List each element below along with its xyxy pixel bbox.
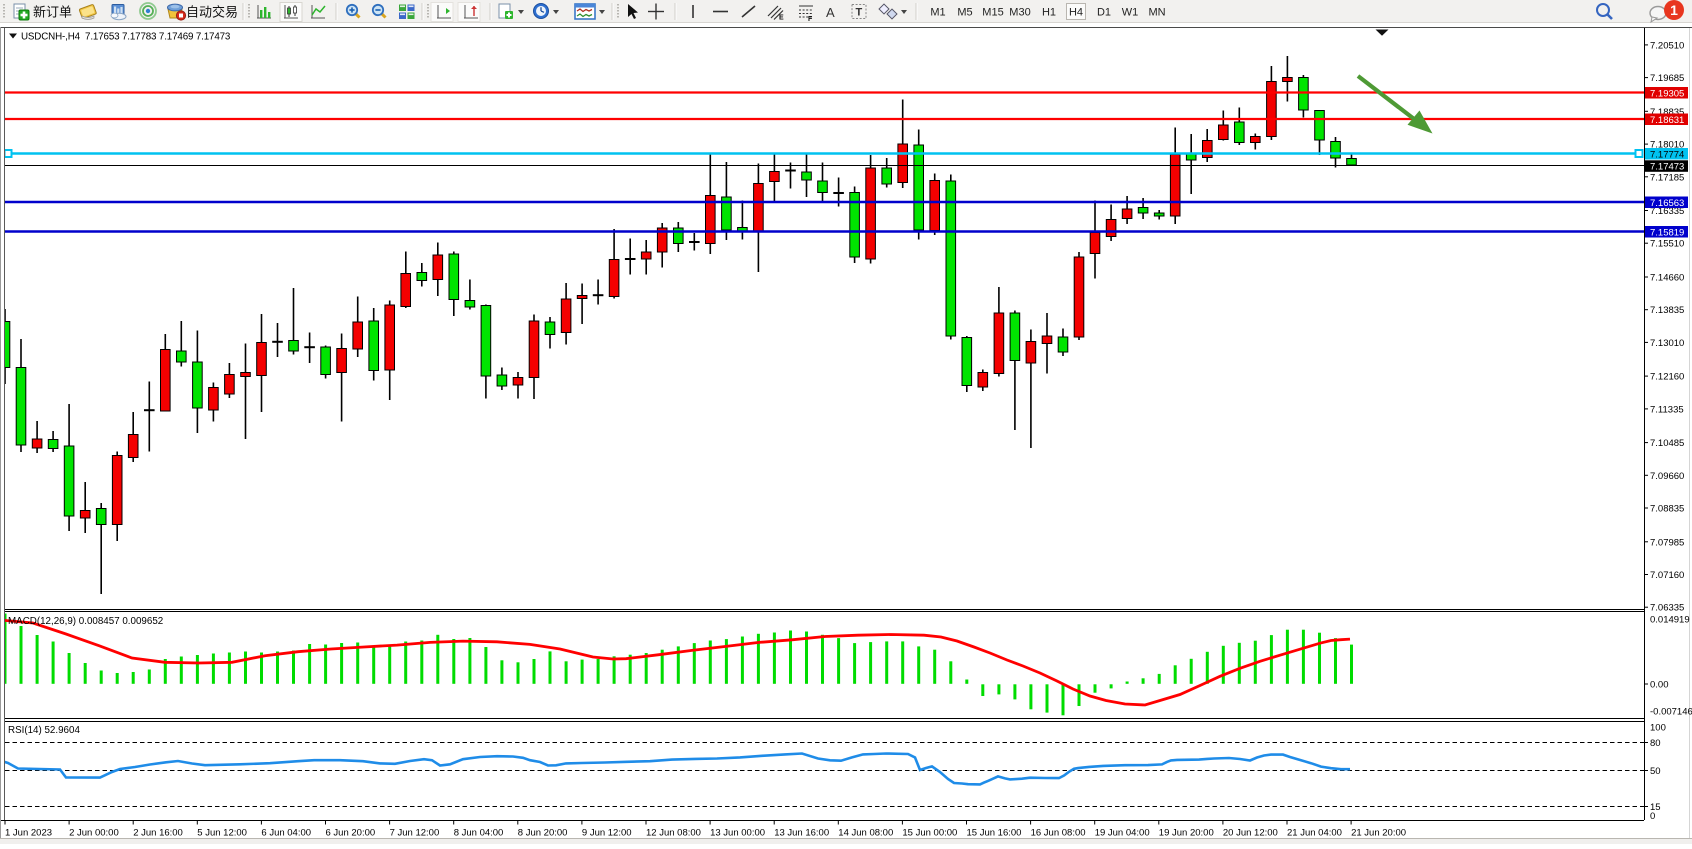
svg-text:7.07160: 7.07160 (1650, 570, 1684, 581)
svg-text:8 Jun 20:00: 8 Jun 20:00 (518, 828, 568, 839)
svg-text:7.10485: 7.10485 (1650, 438, 1684, 449)
svg-text:19 Jun 04:00: 19 Jun 04:00 (1095, 828, 1150, 839)
svg-text:15: 15 (1650, 802, 1661, 813)
svg-text:7.18010: 7.18010 (1650, 140, 1684, 151)
svg-text:100: 100 (1650, 723, 1666, 734)
svg-text:0.014919: 0.014919 (1650, 615, 1690, 626)
svg-text:2 Jun 16:00: 2 Jun 16:00 (133, 828, 183, 839)
svg-text:7.19685: 7.19685 (1650, 73, 1684, 84)
svg-text:7.08835: 7.08835 (1650, 504, 1684, 515)
svg-text:7.16563: 7.16563 (1650, 198, 1684, 209)
svg-text:15 Jun 00:00: 15 Jun 00:00 (902, 828, 957, 839)
svg-text:14 Jun 08:00: 14 Jun 08:00 (838, 828, 893, 839)
svg-text:H4: H4 (1069, 7, 1083, 19)
svg-text:M30: M30 (1009, 7, 1030, 19)
svg-text:-0.007146: -0.007146 (1650, 707, 1692, 718)
svg-text:9 Jun 12:00: 9 Jun 12:00 (582, 828, 632, 839)
svg-text:21 Jun 04:00: 21 Jun 04:00 (1287, 828, 1342, 839)
svg-text:6 Jun 04:00: 6 Jun 04:00 (261, 828, 311, 839)
svg-text:13 Jun 00:00: 13 Jun 00:00 (710, 828, 765, 839)
svg-text:MACD(12,26,9) 0.008457 0.00965: MACD(12,26,9) 0.008457 0.009652 (8, 616, 163, 627)
svg-text:16 Jun 08:00: 16 Jun 08:00 (1031, 828, 1086, 839)
svg-text:新订单: 新订单 (33, 5, 72, 20)
svg-text:7.12160: 7.12160 (1650, 372, 1684, 383)
svg-text:7.11335: 7.11335 (1650, 404, 1684, 415)
svg-text:F: F (808, 16, 813, 23)
svg-text:19 Jun 20:00: 19 Jun 20:00 (1159, 828, 1214, 839)
svg-text:1: 1 (1670, 2, 1678, 18)
svg-text:7.07985: 7.07985 (1650, 537, 1684, 548)
svg-text:8 Jun 04:00: 8 Jun 04:00 (454, 828, 504, 839)
svg-text:7.18835: 7.18835 (1650, 107, 1684, 118)
svg-text:2 Jun 00:00: 2 Jun 00:00 (69, 828, 119, 839)
svg-text:M15: M15 (982, 7, 1003, 19)
svg-text:E: E (779, 15, 784, 22)
svg-text:20 Jun 12:00: 20 Jun 12:00 (1223, 828, 1278, 839)
svg-text:7.14660: 7.14660 (1650, 273, 1684, 284)
svg-text:80: 80 (1650, 738, 1661, 749)
svg-text:T: T (856, 7, 863, 19)
svg-text:MN: MN (1148, 7, 1165, 19)
svg-text:7.17473: 7.17473 (1650, 162, 1684, 173)
svg-text:A: A (826, 5, 835, 20)
svg-text:7.18631: 7.18631 (1650, 115, 1684, 126)
svg-text:12 Jun 08:00: 12 Jun 08:00 (646, 828, 701, 839)
svg-text:H1: H1 (1042, 7, 1056, 19)
svg-text:7.09660: 7.09660 (1650, 471, 1684, 482)
svg-text:7.13010: 7.13010 (1650, 338, 1684, 349)
svg-text:0.00: 0.00 (1650, 680, 1669, 691)
svg-text:D1: D1 (1097, 7, 1111, 19)
svg-text:7.19305: 7.19305 (1650, 88, 1684, 99)
svg-text:21 Jun 20:00: 21 Jun 20:00 (1351, 828, 1406, 839)
svg-text:7.17185: 7.17185 (1650, 172, 1684, 183)
svg-text:5 Jun 12:00: 5 Jun 12:00 (197, 828, 247, 839)
svg-text:M5: M5 (957, 7, 972, 19)
svg-text:自动交易: 自动交易 (186, 5, 238, 20)
svg-text:15 Jun 16:00: 15 Jun 16:00 (967, 828, 1022, 839)
svg-text:USDCNH-,H4 7.17653 7.17783 7.: USDCNH-,H4 7.17653 7.17783 7.17469 7.174… (21, 32, 231, 43)
svg-text:RSI(14) 52.9604: RSI(14) 52.9604 (8, 725, 80, 736)
svg-text:0: 0 (1650, 811, 1655, 822)
svg-text:7.06335: 7.06335 (1650, 603, 1684, 614)
svg-text:7.17774: 7.17774 (1650, 149, 1684, 160)
svg-text:1 Jun 2023: 1 Jun 2023 (5, 828, 52, 839)
svg-text:7.13835: 7.13835 (1650, 305, 1684, 316)
svg-text:7.20510: 7.20510 (1650, 40, 1684, 51)
svg-text:W1: W1 (1122, 7, 1139, 19)
svg-text:6 Jun 20:00: 6 Jun 20:00 (326, 828, 376, 839)
svg-text:7.15510: 7.15510 (1650, 239, 1684, 250)
svg-text:7.15819: 7.15819 (1650, 227, 1684, 238)
svg-text:7.16335: 7.16335 (1650, 206, 1684, 217)
svg-text:50: 50 (1650, 766, 1661, 777)
svg-text:M1: M1 (930, 7, 945, 19)
svg-text:13 Jun 16:00: 13 Jun 16:00 (774, 828, 829, 839)
svg-text:7 Jun 12:00: 7 Jun 12:00 (390, 828, 440, 839)
